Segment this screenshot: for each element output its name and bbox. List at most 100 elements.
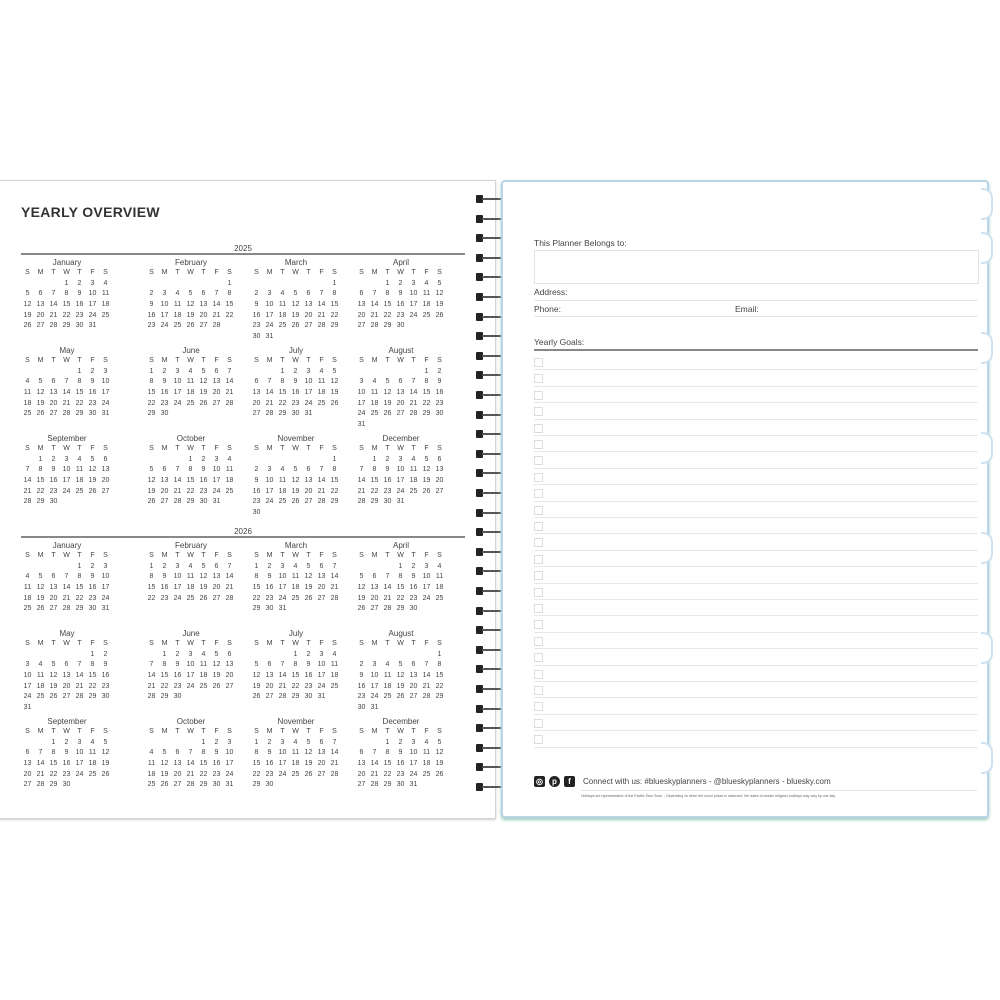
day-number: 27 bbox=[49, 605, 58, 613]
goal-row[interactable] bbox=[534, 353, 978, 371]
weekday-label: S bbox=[103, 357, 108, 364]
day-number: 2 bbox=[162, 367, 167, 375]
goal-checkbox[interactable] bbox=[534, 472, 543, 482]
goal-checkbox[interactable] bbox=[534, 374, 543, 384]
day-number: 21 bbox=[383, 594, 392, 602]
weekday-label: S bbox=[103, 640, 108, 647]
page-tab[interactable] bbox=[981, 432, 993, 464]
pinterest-icon[interactable]: p bbox=[549, 776, 560, 787]
day-number: 20 bbox=[49, 399, 58, 407]
goal-checkbox[interactable] bbox=[534, 505, 543, 515]
page-tab[interactable] bbox=[981, 232, 993, 264]
day-number: 4 bbox=[293, 562, 298, 570]
owner-name-field[interactable] bbox=[534, 250, 979, 284]
day-number: 13 bbox=[409, 672, 418, 680]
day-number: 20 bbox=[396, 399, 405, 407]
day-number: 10 bbox=[278, 573, 287, 581]
goal-row[interactable] bbox=[534, 583, 978, 600]
page-tab[interactable] bbox=[981, 332, 993, 364]
goal-row[interactable] bbox=[534, 419, 978, 436]
month-name: March bbox=[284, 258, 308, 267]
goal-row[interactable] bbox=[534, 484, 978, 502]
goal-checkbox[interactable] bbox=[534, 423, 543, 433]
goal-checkbox[interactable] bbox=[534, 390, 543, 400]
weekday-label: T bbox=[306, 728, 311, 735]
day-number: 2 bbox=[254, 466, 259, 474]
goal-checkbox[interactable] bbox=[534, 686, 543, 695]
day-number: 25 bbox=[317, 399, 326, 407]
weekday-label: F bbox=[319, 552, 324, 559]
goal-checkbox[interactable] bbox=[534, 587, 543, 597]
goal-checkbox[interactable] bbox=[534, 702, 543, 712]
goal-row[interactable] bbox=[534, 402, 978, 420]
day-number: 18 bbox=[422, 301, 431, 309]
goal-checkbox[interactable] bbox=[534, 735, 543, 745]
day-number: 7 bbox=[372, 749, 377, 757]
goal-checkbox[interactable] bbox=[534, 718, 543, 728]
goal-row[interactable] bbox=[534, 714, 978, 732]
facebook-icon[interactable]: f bbox=[564, 776, 575, 787]
goal-row[interactable] bbox=[534, 566, 978, 584]
weekday-label: M bbox=[161, 269, 168, 276]
goal-row[interactable] bbox=[534, 501, 978, 518]
goal-checkbox[interactable] bbox=[534, 456, 543, 466]
goal-row[interactable] bbox=[534, 386, 978, 404]
goal-checkbox[interactable] bbox=[534, 571, 543, 581]
day-number: 22 bbox=[49, 770, 58, 778]
goal-checkbox[interactable] bbox=[534, 489, 543, 499]
goal-checkbox[interactable] bbox=[534, 538, 543, 548]
day-number: 2 bbox=[90, 562, 95, 570]
day-number: 6 bbox=[51, 378, 56, 386]
weekday-label: M bbox=[161, 640, 168, 647]
day-number: 8 bbox=[38, 466, 43, 474]
day-number: 11 bbox=[23, 389, 32, 397]
goal-row[interactable] bbox=[534, 681, 978, 699]
day-number: 23 bbox=[383, 487, 392, 495]
month-name: February bbox=[174, 541, 207, 550]
goal-row[interactable] bbox=[534, 533, 978, 551]
goal-row[interactable] bbox=[534, 369, 978, 387]
day-number: 21 bbox=[409, 399, 418, 407]
day-number: 2 bbox=[398, 279, 403, 287]
day-number: 31 bbox=[101, 605, 110, 613]
day-number: 5 bbox=[293, 290, 298, 298]
weekday-label: M bbox=[161, 445, 168, 452]
goal-row[interactable] bbox=[534, 451, 978, 469]
day-number: 20 bbox=[265, 682, 274, 690]
goal-row[interactable] bbox=[534, 730, 978, 748]
goal-checkbox[interactable] bbox=[534, 653, 543, 663]
day-number: 8 bbox=[332, 466, 337, 474]
goal-checkbox[interactable] bbox=[534, 407, 543, 417]
goal-checkbox[interactable] bbox=[534, 440, 543, 449]
page-tab[interactable] bbox=[981, 742, 993, 774]
goal-row[interactable] bbox=[534, 665, 978, 682]
weekday-label: M bbox=[266, 640, 273, 647]
goal-row[interactable] bbox=[534, 550, 978, 568]
goal-row[interactable] bbox=[534, 648, 978, 666]
goal-checkbox[interactable] bbox=[534, 604, 543, 613]
goal-row[interactable] bbox=[534, 517, 978, 535]
day-number: 3 bbox=[411, 279, 416, 287]
goal-checkbox[interactable] bbox=[534, 358, 543, 367]
goal-row[interactable] bbox=[534, 435, 978, 453]
day-number: 16 bbox=[409, 584, 418, 592]
goal-row[interactable] bbox=[534, 697, 978, 715]
goal-checkbox[interactable] bbox=[534, 554, 543, 564]
day-number: 22 bbox=[62, 311, 71, 319]
goal-row[interactable] bbox=[534, 468, 978, 486]
day-number: 15 bbox=[186, 477, 195, 485]
instagram-icon[interactable]: ◎ bbox=[534, 776, 545, 787]
day-number: 8 bbox=[149, 573, 154, 581]
goal-row[interactable] bbox=[534, 632, 978, 650]
goal-checkbox[interactable] bbox=[534, 636, 543, 646]
goal-row[interactable] bbox=[534, 599, 978, 617]
goal-checkbox[interactable] bbox=[534, 620, 543, 630]
goal-row[interactable] bbox=[534, 615, 978, 633]
page-tab[interactable] bbox=[981, 188, 993, 220]
day-number: 8 bbox=[254, 749, 259, 757]
page-tab[interactable] bbox=[981, 632, 993, 664]
day-number: 23 bbox=[173, 682, 182, 690]
goal-checkbox[interactable] bbox=[534, 522, 543, 531]
page-tab[interactable] bbox=[981, 532, 993, 564]
goal-checkbox[interactable] bbox=[534, 669, 543, 679]
